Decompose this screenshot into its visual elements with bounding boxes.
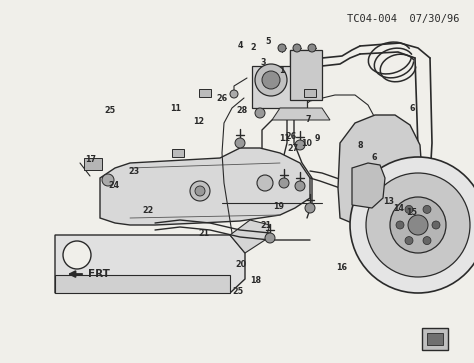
Text: 2: 2 [251,43,256,52]
Circle shape [102,174,114,186]
Polygon shape [338,115,422,225]
Circle shape [293,44,301,52]
Text: 17: 17 [85,155,97,164]
Circle shape [265,233,275,243]
Circle shape [257,175,273,191]
Text: 7: 7 [305,115,311,123]
Circle shape [255,64,287,96]
Bar [427,333,443,345]
Text: 3: 3 [260,58,266,67]
Text: 16: 16 [336,264,347,272]
Circle shape [432,221,440,229]
Text: 14: 14 [393,204,405,213]
Bar [304,89,316,97]
Text: 19: 19 [273,202,284,211]
Text: 26: 26 [285,132,297,141]
Polygon shape [252,50,307,108]
Text: 18: 18 [250,276,262,285]
Text: 26: 26 [216,94,228,103]
Text: 11: 11 [279,134,290,143]
Circle shape [350,157,474,293]
Text: 1: 1 [279,66,285,75]
Text: TC04-004  07/30/96: TC04-004 07/30/96 [347,14,460,24]
Circle shape [235,138,245,148]
Text: 12: 12 [193,117,205,126]
Text: FRT: FRT [88,269,110,279]
Text: 21: 21 [198,229,210,238]
Circle shape [366,173,470,277]
Bar [199,89,211,97]
Text: 6: 6 [410,105,415,113]
Text: 27: 27 [287,144,299,153]
Text: 24: 24 [108,182,119,190]
Circle shape [423,237,431,245]
Text: 11: 11 [170,105,181,113]
Text: 6: 6 [372,154,377,162]
Text: 13: 13 [383,197,394,206]
Circle shape [230,90,238,98]
Circle shape [308,44,316,52]
Text: 25: 25 [232,287,244,295]
Polygon shape [352,163,385,208]
Circle shape [405,205,413,213]
Text: 23: 23 [128,167,139,176]
Text: 4: 4 [238,41,244,49]
Circle shape [63,241,91,269]
Circle shape [396,221,404,229]
Circle shape [390,197,446,253]
Text: 9: 9 [315,134,320,143]
Text: 22: 22 [142,206,154,215]
Polygon shape [55,235,245,293]
Polygon shape [100,148,310,225]
Text: 20: 20 [235,260,246,269]
Bar [422,328,448,350]
Polygon shape [290,50,322,100]
Bar [84,158,102,170]
Circle shape [295,181,305,191]
Text: 5: 5 [265,37,271,45]
Circle shape [278,44,286,52]
Bar [172,149,184,157]
Text: 15: 15 [406,208,417,217]
Text: 10: 10 [301,139,313,147]
Circle shape [279,178,289,188]
Circle shape [405,237,413,245]
Circle shape [195,186,205,196]
Text: 8: 8 [357,142,363,150]
Circle shape [190,181,210,201]
Circle shape [423,205,431,213]
Polygon shape [230,220,270,253]
Text: 21: 21 [260,221,271,230]
Circle shape [305,203,315,213]
Text: 28: 28 [236,106,247,115]
Polygon shape [55,275,230,293]
Circle shape [262,71,280,89]
Circle shape [255,108,265,118]
Circle shape [408,215,428,235]
Text: 25: 25 [104,106,116,115]
Polygon shape [272,108,330,120]
Circle shape [295,140,305,150]
